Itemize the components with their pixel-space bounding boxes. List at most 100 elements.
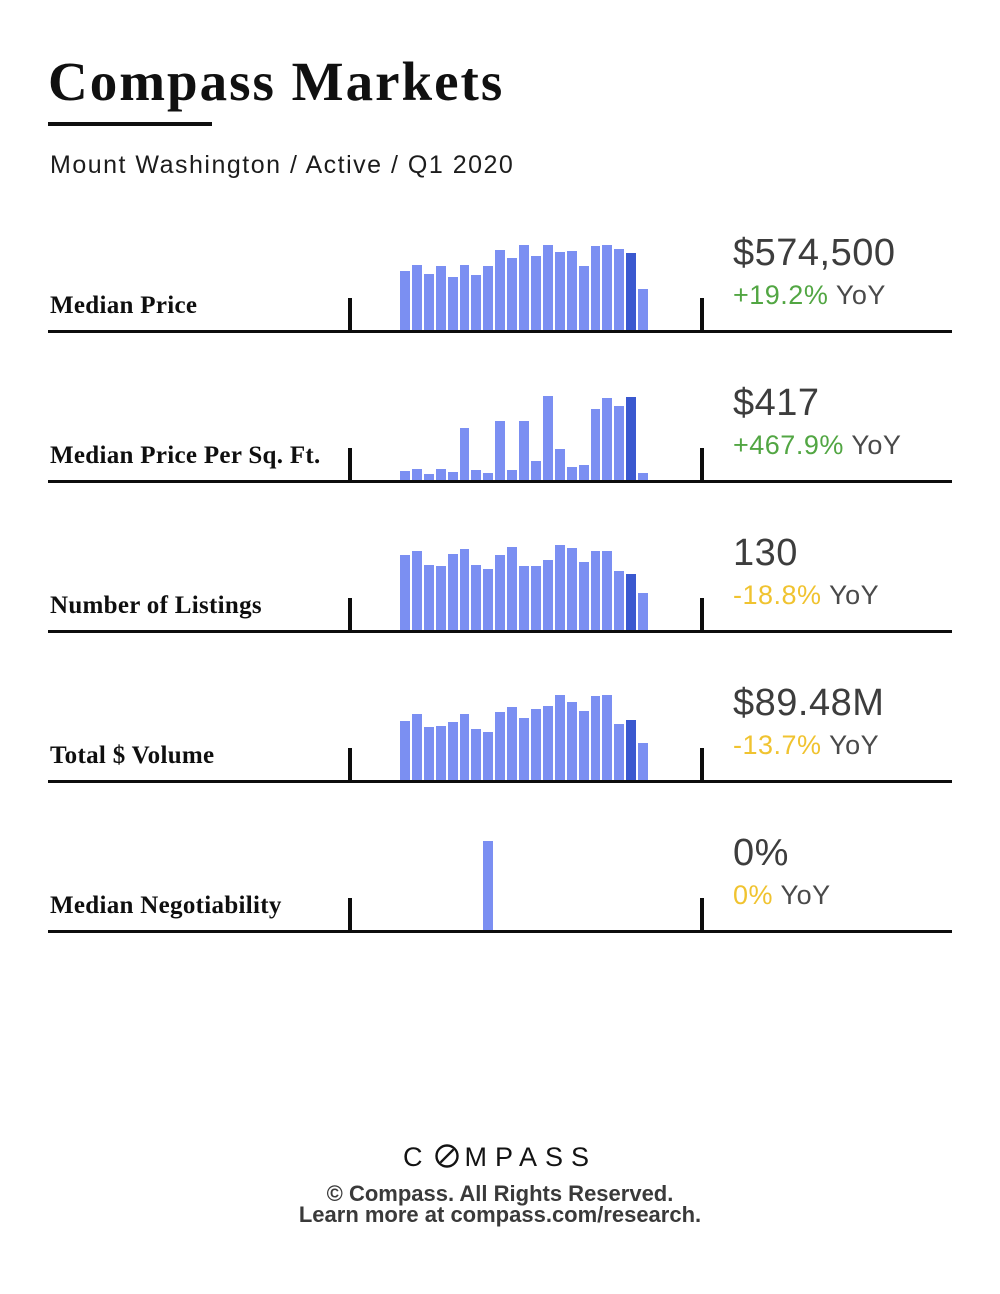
sparkline-bar bbox=[554, 449, 565, 480]
metric-row: Median Price $574,500 +19.2% YoY bbox=[48, 220, 952, 333]
sparkline-bar bbox=[578, 266, 589, 330]
page-title: Compass Markets bbox=[48, 51, 505, 112]
metric-value: $89.48M bbox=[733, 682, 885, 724]
sparkline-bar bbox=[447, 554, 458, 630]
sparkline-chart bbox=[400, 534, 649, 630]
sparkline-bar bbox=[590, 246, 601, 330]
sparkline-bar bbox=[459, 714, 470, 780]
sparkline-bar bbox=[447, 722, 458, 780]
report-footer: C MPASS © Compass. All Rights Reserved. L… bbox=[0, 1143, 1000, 1226]
yoy-label: YoY bbox=[821, 730, 880, 760]
sparkline-bar bbox=[483, 266, 494, 330]
metric-yoy: -18.8% YoY bbox=[733, 582, 879, 609]
metric-row: Median Price Per Sq. Ft. $417 +467.9% Yo… bbox=[48, 370, 952, 483]
sparkline-bar bbox=[495, 555, 506, 630]
research-link-text: Learn more at compass.com/research. bbox=[298, 1201, 702, 1227]
sparkline-bar bbox=[423, 565, 434, 630]
sparkline-bar bbox=[602, 398, 613, 480]
sparkline-bar bbox=[530, 709, 541, 780]
sparkline-bar bbox=[638, 289, 649, 330]
metric-value: 130 bbox=[733, 532, 798, 574]
axis-tick-left bbox=[348, 898, 352, 930]
sparkline-bar bbox=[507, 707, 518, 780]
sparkline-bar bbox=[483, 732, 494, 780]
sparkline-bar bbox=[542, 706, 553, 780]
sparkline-chart bbox=[400, 234, 649, 330]
metric-value: 0% bbox=[733, 832, 789, 874]
title-underline bbox=[48, 122, 212, 126]
compass-wordmark: C MPASS bbox=[0, 1143, 1000, 1171]
metric-label: Number of Listings bbox=[50, 592, 262, 619]
sparkline-bar bbox=[411, 714, 422, 780]
sparkline-bar bbox=[626, 253, 637, 330]
sparkline-bar bbox=[590, 409, 601, 480]
sparkline-bar bbox=[435, 726, 446, 780]
sparkline-chart bbox=[400, 384, 649, 480]
sparkline-chart bbox=[400, 834, 648, 930]
yoy-label: YoY bbox=[773, 880, 831, 910]
yoy-label: YoY bbox=[843, 430, 902, 460]
metric-label: Median Negotiability bbox=[50, 892, 282, 919]
sparkline-bar bbox=[638, 743, 649, 780]
sparkline-bar bbox=[423, 727, 434, 780]
axis-tick-right bbox=[700, 748, 704, 780]
sparkline-chart bbox=[400, 684, 649, 780]
metric-value: $417 bbox=[733, 382, 820, 424]
yoy-percent: 0% bbox=[733, 880, 774, 910]
sparkline-bar bbox=[530, 461, 541, 480]
sparkline-bar bbox=[447, 277, 458, 330]
sparkline-bar bbox=[435, 469, 446, 480]
axis-tick-left bbox=[348, 298, 352, 330]
sparkline-bar bbox=[542, 396, 553, 480]
yoy-percent: +19.2% bbox=[733, 280, 829, 310]
metric-row: Median Negotiability 0% 0% YoY bbox=[48, 820, 952, 933]
sparkline-bar bbox=[471, 729, 482, 780]
yoy-percent: -18.8% bbox=[733, 580, 822, 610]
sparkline-bar bbox=[626, 720, 637, 780]
sparkline-bar bbox=[423, 274, 434, 330]
axis-tick-right bbox=[700, 448, 704, 480]
sparkline-bar bbox=[519, 718, 529, 780]
sparkline-bar bbox=[411, 265, 422, 330]
sparkline-bar bbox=[411, 469, 422, 480]
sparkline-bar bbox=[542, 245, 553, 330]
yoy-label: YoY bbox=[821, 580, 880, 610]
sparkline-bar bbox=[566, 548, 577, 630]
copyright-text: © Compass. All Rights Reserved. bbox=[326, 1181, 674, 1206]
sparkline-bar bbox=[483, 473, 494, 480]
axis-tick-right bbox=[700, 598, 704, 630]
sparkline-bar bbox=[507, 470, 518, 480]
sparkline-bar bbox=[400, 721, 410, 780]
sparkline-bar bbox=[471, 565, 482, 630]
sparkline-bar bbox=[590, 551, 601, 630]
sparkline-bar bbox=[447, 472, 458, 480]
metric-row: Total $ Volume $89.48M -13.7% YoY bbox=[48, 670, 952, 783]
metric-label: Median Price bbox=[50, 292, 198, 319]
yoy-percent: +467.9% bbox=[733, 430, 844, 460]
sparkline-bar bbox=[602, 695, 613, 780]
metric-row: Number of Listings 130 -18.8% YoY bbox=[48, 520, 952, 633]
sparkline-bar bbox=[566, 251, 577, 330]
metric-value: $574,500 bbox=[733, 232, 896, 274]
sparkline-bar bbox=[590, 696, 601, 780]
axis-tick-left bbox=[348, 748, 352, 780]
sparkline-bar bbox=[554, 545, 565, 630]
sparkline-bar bbox=[471, 275, 482, 330]
sparkline-bar bbox=[530, 566, 541, 630]
metric-yoy: +467.9% YoY bbox=[733, 432, 901, 459]
sparkline-bar bbox=[614, 406, 625, 480]
sparkline-bar bbox=[435, 266, 446, 330]
sparkline-bar bbox=[638, 593, 649, 630]
metric-label: Total $ Volume bbox=[50, 742, 215, 769]
sparkline-bar bbox=[638, 473, 649, 480]
wordmark-prefix: C bbox=[402, 1142, 431, 1172]
sparkline-bar bbox=[459, 428, 470, 480]
axis-tick-left bbox=[348, 598, 352, 630]
sparkline-bar bbox=[495, 421, 506, 480]
sparkline-bar bbox=[602, 551, 613, 630]
metric-yoy: -13.7% YoY bbox=[733, 732, 879, 759]
sparkline-bar bbox=[578, 465, 589, 480]
sparkline-bar bbox=[507, 547, 518, 630]
sparkline-bar bbox=[626, 397, 637, 480]
